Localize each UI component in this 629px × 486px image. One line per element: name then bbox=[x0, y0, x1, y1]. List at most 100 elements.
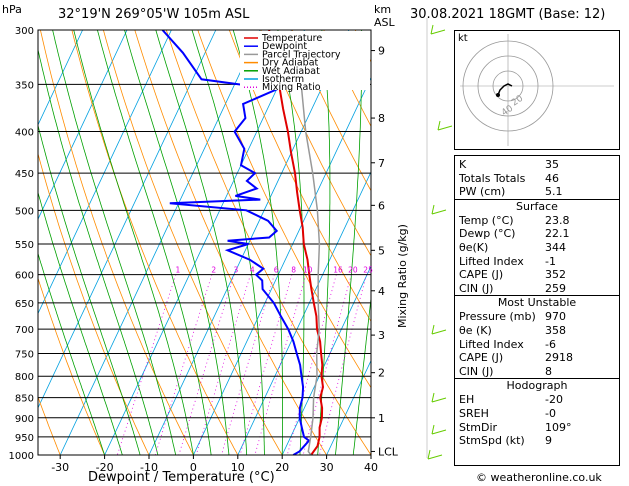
surface-theta-e: θe(K) 344 bbox=[459, 240, 566, 254]
pressure-tick-label: 500 bbox=[15, 206, 34, 217]
surface-section-title: Surface bbox=[455, 198, 619, 214]
wind-barb bbox=[431, 429, 447, 435]
wind-barb-flag bbox=[437, 120, 441, 131]
mu-theta-e: θe (K) 358 bbox=[459, 323, 566, 337]
x-tick-label: 30 bbox=[320, 461, 334, 474]
wet-adiabat-line bbox=[97, 30, 212, 455]
wind-barb-flag bbox=[431, 392, 435, 403]
hodograph-unit-label: kt bbox=[458, 33, 468, 44]
index-pw: PW (cm) 5.1 bbox=[459, 185, 563, 199]
series-temperature bbox=[268, 30, 325, 455]
wind-barb bbox=[437, 125, 453, 131]
legend-label: Parcel Trajectory bbox=[262, 49, 341, 60]
surface-cin: CIN (J) 259 bbox=[459, 281, 566, 295]
dry-adiabat-line bbox=[103, 30, 283, 455]
surface-temp: Temp (°C) 23.8 bbox=[459, 213, 570, 227]
wind-barb-flag bbox=[431, 324, 435, 335]
mixing-ratio-label: 4 bbox=[250, 266, 255, 275]
index-totals: Totals Totals 46 bbox=[459, 171, 559, 185]
dry-adiabat-line bbox=[228, 30, 371, 323]
mixing-ratio-label: 16 bbox=[333, 266, 343, 275]
x-tick-label: 0 bbox=[190, 461, 197, 474]
mixing-ratio-line bbox=[116, 274, 177, 455]
legend-label: Mixing Ratio bbox=[262, 82, 321, 93]
km-tick-label: 1 bbox=[378, 412, 385, 425]
surface-dewp: Dewp (°C) 22.1 bbox=[459, 227, 570, 241]
datetime-title: 30.08.2021 18GMT (Base: 12) bbox=[410, 7, 606, 22]
hodo-stmspd: StmSpd (kt) 9 bbox=[459, 434, 552, 448]
hodograph-trace bbox=[497, 83, 513, 96]
isotherm-line bbox=[38, 30, 83, 126]
km-tick-label: 5 bbox=[378, 244, 385, 257]
pressure-tick-label: 850 bbox=[15, 394, 34, 405]
mixing-ratio-label: 10 bbox=[303, 266, 313, 275]
pressure-tick-label: 400 bbox=[15, 128, 34, 139]
pressure-tick-label: 600 bbox=[15, 271, 34, 282]
pressure-tick-label: 350 bbox=[15, 80, 34, 91]
x-tick-label: 20 bbox=[275, 461, 289, 474]
hodograph-section-title: Hodograph bbox=[455, 378, 619, 393]
km-tick-label: 8 bbox=[378, 112, 385, 125]
pressure-tick-label: 900 bbox=[15, 414, 34, 425]
wind-barb bbox=[427, 454, 443, 460]
pressure-tick-label: 450 bbox=[15, 169, 34, 180]
hodo-eh: EH -20 bbox=[459, 393, 563, 407]
most-unstable-section-title: Most Unstable bbox=[455, 295, 619, 310]
mixing-ratio-label: 1 bbox=[175, 266, 180, 275]
isotherm-line bbox=[38, 30, 128, 221]
isotherm-line bbox=[281, 265, 371, 455]
mu-lifted-index: Lifted Index -6 bbox=[459, 337, 556, 351]
hodo-sreh: SREH -0 bbox=[459, 406, 556, 420]
km-tick-label: 2 bbox=[378, 367, 385, 380]
location-title: 32°19'N 269°05'W 105m ASL bbox=[58, 7, 250, 22]
x-tick-label: -10 bbox=[140, 461, 158, 474]
dry-adiabat-line bbox=[38, 395, 61, 455]
isotherm-line bbox=[59, 30, 261, 455]
wind-barb bbox=[430, 29, 446, 35]
legend-label: Dewpoint bbox=[262, 41, 307, 52]
x-tick-label: 40 bbox=[364, 461, 378, 474]
series-dewpoint bbox=[161, 30, 311, 455]
km-tick-label: 6 bbox=[378, 199, 385, 212]
hodograph-storm-marker bbox=[496, 93, 500, 97]
mixing-ratio-label: 2 bbox=[211, 266, 216, 275]
wind-barb bbox=[431, 209, 447, 215]
indices-table: K 35 Totals Totals 46 PW (cm) 5.1 Surface T… bbox=[454, 155, 620, 466]
surface-lifted-index: Lifted Index -1 bbox=[459, 254, 556, 268]
pressure-tick-label: 650 bbox=[15, 299, 34, 310]
km-tick-label: LCL bbox=[378, 445, 399, 458]
pressure-tick-label: 700 bbox=[15, 325, 34, 336]
dry-adiabat-line bbox=[291, 30, 371, 192]
wind-barb-flag bbox=[431, 204, 435, 215]
mu-pressure: Pressure (mb) 970 bbox=[459, 310, 566, 324]
dry-adiabat-line bbox=[260, 30, 371, 257]
legend-label: Dry Adiabat bbox=[262, 58, 319, 69]
isotherm-line bbox=[38, 30, 217, 409]
mixing-ratio-axis-title: Mixing Ratio (g/kg) bbox=[396, 224, 409, 328]
km-tick-label: 7 bbox=[378, 157, 385, 170]
mixing-ratio-label: 6 bbox=[274, 266, 279, 275]
km-unit-label: km bbox=[374, 3, 392, 16]
pressure-tick-label: 800 bbox=[15, 372, 34, 383]
isotherm-line bbox=[237, 171, 371, 455]
mixing-ratio-label: 25 bbox=[363, 266, 373, 275]
km-tick-label: 4 bbox=[378, 285, 385, 298]
pressure-tick-label: 750 bbox=[15, 349, 34, 360]
wind-barb bbox=[431, 329, 447, 335]
plot-frame bbox=[37, 29, 372, 456]
legend-background bbox=[240, 31, 370, 90]
mixing-ratio-label: 3 bbox=[234, 266, 239, 275]
series-parcel-trajectory bbox=[290, 30, 321, 455]
mixing-ratio-line bbox=[154, 274, 213, 455]
hodograph: kt 40 20 bbox=[454, 30, 620, 150]
mu-cape: CAPE (J) 2918 bbox=[459, 351, 573, 365]
legend-label: Wet Adiabat bbox=[262, 66, 320, 77]
pressure-tick-label: 950 bbox=[15, 433, 34, 444]
hodo-stmdir: StmDir 109° bbox=[459, 420, 572, 434]
asl-unit-label: ASL bbox=[374, 16, 395, 29]
wet-adiabat-line bbox=[277, 30, 305, 455]
pressure-tick-label: 300 bbox=[15, 26, 34, 37]
km-tick-label: 3 bbox=[378, 329, 385, 342]
x-tick-label: 10 bbox=[231, 461, 245, 474]
